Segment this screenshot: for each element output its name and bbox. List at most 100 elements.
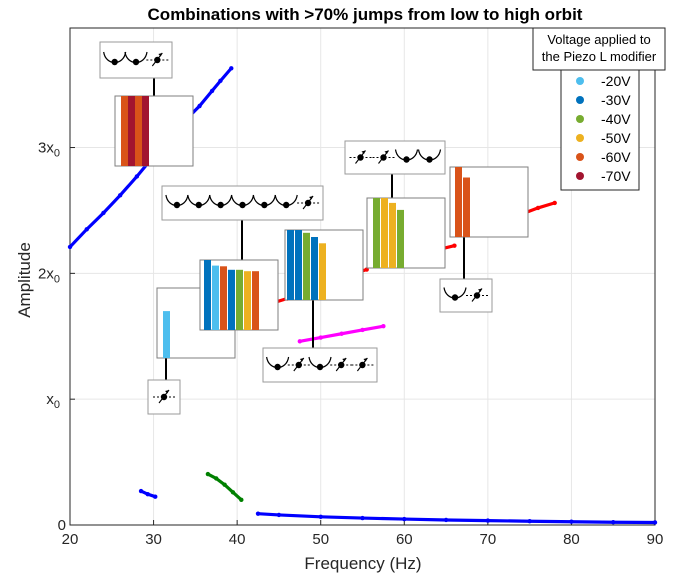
x-tick-label: 40 (229, 531, 246, 548)
icon-strip-1 (161, 185, 324, 260)
inset-bar (319, 243, 326, 300)
y-tick-subscript: 0 (54, 148, 60, 160)
arrowhead-icon (478, 288, 482, 292)
x-tick-label: 20 (62, 531, 79, 548)
series-8-point (535, 205, 541, 211)
x-tick-label: 30 (145, 531, 162, 548)
legend-box (560, 69, 640, 191)
y-tick-base: x (46, 391, 54, 408)
annotation-layer (99, 41, 529, 415)
y-tick-label: 2x0 (38, 265, 60, 285)
series-3-point (318, 514, 323, 520)
inset-bar (252, 271, 259, 330)
y-tick-subscript: 0 (54, 399, 60, 411)
legend-marker (576, 172, 584, 180)
legend-label: -50V (601, 130, 631, 146)
inset-bar (212, 265, 219, 330)
legend-label: -30V (601, 92, 631, 108)
ball-icon (316, 363, 324, 371)
series-4-point (297, 339, 303, 344)
inset-bar (287, 230, 294, 300)
inset-bar (311, 237, 318, 300)
ball-icon (132, 58, 140, 66)
legend-marker (576, 77, 584, 85)
arrowhead-icon (309, 196, 314, 200)
y-tick-base: 3x (38, 140, 54, 157)
series-0-point (209, 88, 215, 94)
legend-marker (576, 96, 584, 104)
inset-bar (455, 167, 462, 237)
y-tick-base: 2x (38, 265, 54, 282)
inset-bar (303, 232, 310, 300)
series-0-point (218, 78, 223, 84)
inset-bar (204, 260, 211, 330)
x-axis-label: Frequency (Hz) (304, 554, 421, 573)
y-tick-label: 0 (58, 517, 66, 534)
inset-bar (228, 269, 235, 330)
series-3-point (569, 519, 574, 524)
legend-layer: Voltage applied to the Piezo L modifier -2… (532, 27, 666, 191)
series-1-point (138, 488, 144, 494)
ball-icon (239, 201, 246, 209)
legend-label: -40V (601, 111, 631, 127)
legend-label: -70V (601, 168, 631, 184)
series-0-point (84, 227, 89, 232)
inset-bar (121, 96, 128, 166)
y-tick-base: 0 (58, 517, 66, 534)
series-2-point (205, 471, 211, 477)
ball-icon (274, 363, 281, 371)
ball-icon (217, 201, 224, 209)
series-3-point (527, 519, 532, 524)
inset-bar (389, 202, 396, 268)
y-tick-label: x0 (46, 391, 60, 411)
series-0-point (134, 174, 140, 179)
ball-icon (283, 201, 290, 209)
plot-frame (69, 27, 656, 526)
series-2-point (214, 476, 219, 481)
inset-histogram-0 (114, 95, 194, 167)
inset-bar (236, 269, 243, 330)
legend-title-line: the Piezo L modifier (542, 49, 657, 64)
series-0-point (229, 66, 234, 71)
chart-title: Combinations with >70% jumps from low to… (148, 5, 583, 24)
inset-histogram-5 (449, 166, 529, 238)
x-tick-label: 80 (563, 531, 580, 548)
legend-marker (576, 134, 584, 142)
series-2-point (230, 490, 236, 495)
series-3-line (256, 512, 657, 525)
arrowhead-icon (299, 358, 304, 362)
inset-bar (163, 311, 170, 358)
y-tick-label: 3x0 (38, 140, 60, 160)
inset-bar (381, 198, 388, 268)
x-tick-label: 50 (312, 531, 329, 548)
icon-strip-0 (99, 41, 173, 96)
ball-icon (261, 201, 268, 209)
legend-marker (576, 115, 584, 123)
inset-bar (295, 230, 302, 300)
icon-strip-3 (262, 300, 378, 383)
series-3-point (402, 516, 407, 522)
series-7-point (452, 243, 457, 248)
inset-histogram-4 (366, 197, 446, 269)
icon-strip-5 (439, 237, 493, 313)
series-2-point (222, 482, 227, 487)
series-8-point (552, 200, 557, 206)
inset-bar (135, 96, 142, 166)
legend-label: -20V (601, 73, 631, 89)
inset-histogram-2 (199, 259, 279, 331)
icon-strip-4 (344, 140, 446, 198)
x-tick-label: 60 (396, 531, 413, 548)
series-3-point (255, 511, 261, 516)
arrowhead-icon (384, 150, 389, 154)
x-tick-label: 90 (647, 531, 664, 548)
series-3-point (360, 515, 365, 521)
series-2-line (206, 472, 243, 502)
inset-bar (463, 177, 470, 237)
inset-bar (142, 96, 149, 166)
legend-title-line: Voltage applied to (547, 32, 650, 47)
series-4-point (360, 327, 365, 333)
arrowhead-icon (361, 150, 366, 154)
y-axis-label: Amplitude (15, 242, 34, 318)
